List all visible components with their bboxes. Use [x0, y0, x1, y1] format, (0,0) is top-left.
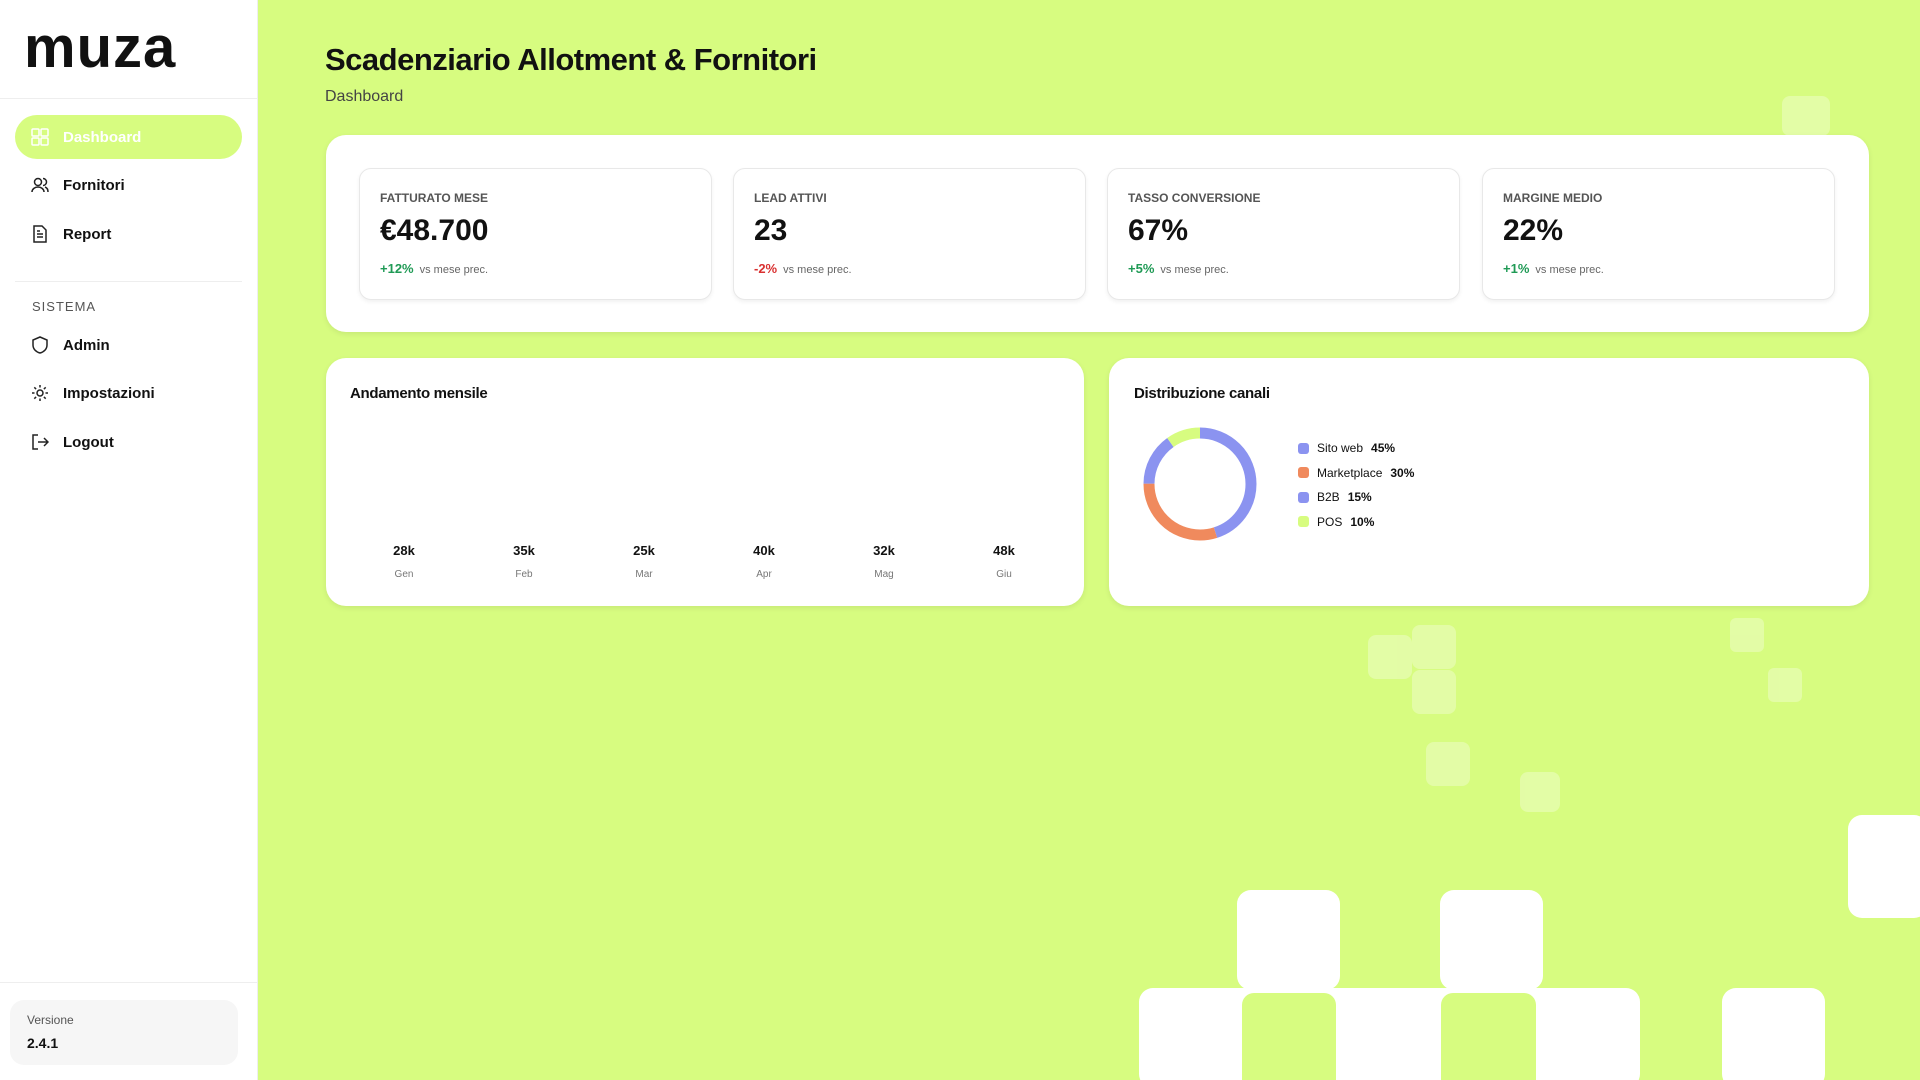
version-label: Versione — [27, 1013, 74, 1027]
kpi-label: FATTURATO MESE — [380, 191, 488, 205]
donut-segment — [1143, 427, 1257, 541]
kpi-value: €48.700 — [380, 214, 489, 247]
nav-label: Logout — [63, 433, 114, 451]
kpi-card: TASSO CONVERSIONE 67% +5% vs mese prec. — [1107, 168, 1460, 300]
version-number: 2.4.1 — [27, 1035, 59, 1051]
kpi-value: 67% — [1128, 214, 1189, 247]
icon — [31, 128, 49, 146]
month-value: 25k — [633, 543, 655, 558]
legend-swatch — [1298, 467, 1309, 478]
monthly-card: Andamento mensile — [326, 358, 1084, 606]
kpi-delta-row: -2% vs mese prec. — [754, 261, 852, 276]
month-value: 40k — [753, 543, 775, 558]
legend-item: Sito web 45% — [1298, 441, 1395, 455]
nav-item[interactable]: Fornitori — [15, 163, 242, 207]
legend-swatch — [1298, 442, 1309, 454]
kpi-delta: +1% — [1503, 261, 1530, 276]
card-title: Andamento mensile — [350, 385, 488, 402]
nav-label: Report — [63, 225, 112, 243]
brand-logo[interactable]: muza — [24, 15, 177, 80]
legend-swatch — [1298, 516, 1309, 527]
icon — [32, 385, 48, 401]
kpi-delta-row: +1% vs mese prec. — [1503, 261, 1604, 276]
kpi-label: MARGINE MEDIO — [1503, 191, 1603, 205]
kpi-card: LEAD ATTIVI 23 -2% vs mese prec. — [733, 168, 1086, 300]
legend-item: B2B 15% — [1298, 490, 1372, 504]
legend-label: Sito web — [1317, 441, 1364, 455]
legend-label: B2B — [1317, 490, 1340, 504]
icon — [33, 225, 47, 243]
kpi-label: LEAD ATTIVI — [754, 191, 827, 205]
month-label: Gen — [394, 569, 414, 580]
nav-item[interactable]: Report — [15, 212, 242, 256]
page-subtitle: Dashboard — [325, 88, 404, 105]
nav-label: Dashboard — [63, 128, 142, 146]
divider — [0, 98, 257, 99]
channels-card: Distribuzione canali — [1109, 358, 1869, 606]
legend-swatch — [1298, 491, 1309, 503]
kpi-note: vs mese prec. — [419, 264, 489, 276]
kpi-delta-row: +12% vs mese prec. — [380, 261, 488, 276]
icon — [31, 177, 49, 193]
kpi-delta: +12% — [380, 261, 414, 276]
legend-label: Marketplace — [1317, 465, 1383, 480]
kpi-value: 23 — [754, 214, 788, 247]
kpi-card: FATTURATO MESE €48.700 +12% vs mese prec. — [359, 168, 712, 300]
card-title: Distribuzione canali — [1134, 385, 1270, 402]
legend-item: Marketplace 30% — [1298, 466, 1414, 480]
month-label: Giu — [996, 569, 1012, 580]
legend-value: 30% — [1390, 465, 1415, 480]
month-label: Feb — [515, 569, 533, 580]
month-value: 28k — [393, 543, 415, 558]
donut-chart — [1143, 427, 1257, 541]
kpi-value: 22% — [1503, 214, 1564, 247]
nav-item[interactable]: Dashboard — [15, 115, 242, 159]
nav-item[interactable]: Admin — [15, 323, 242, 367]
kpi-card: MARGINE MEDIO 22% +1% vs mese prec. — [1482, 168, 1835, 300]
legend-value: 45% — [1371, 441, 1396, 455]
divider — [15, 281, 242, 282]
legend-item: POS 10% — [1298, 515, 1374, 529]
kpi-delta: +5% — [1128, 261, 1155, 276]
kpi-label: TASSO CONVERSIONE — [1128, 191, 1261, 205]
divider — [0, 982, 257, 983]
month-value: 35k — [513, 543, 535, 558]
kpi-delta: -2% — [754, 261, 778, 276]
sidebar: muza Dashboard Fornitori Report SISTEMA … — [0, 0, 258, 1080]
month-label: Mag — [874, 569, 894, 580]
legend-label: POS — [1317, 514, 1343, 529]
icon — [32, 434, 49, 450]
donut-segment — [1143, 427, 1257, 541]
nav-item[interactable]: Logout — [15, 420, 242, 464]
page-title: Scadenziario Allotment & Fornitori — [325, 42, 817, 77]
nav-label: Fornitori — [63, 176, 125, 194]
nav-label: Admin — [63, 336, 110, 354]
month-label: Mar — [635, 569, 653, 580]
kpi-delta-row: +5% vs mese prec. — [1128, 261, 1229, 276]
version-box: Versione 2.4.1 — [10, 1000, 238, 1065]
kpi-note: vs mese prec. — [783, 264, 852, 276]
nav-item[interactable]: Impostazioni — [15, 371, 242, 415]
nav-label: Impostazioni — [63, 384, 155, 402]
icon — [32, 336, 48, 354]
month-value: 48k — [993, 543, 1015, 558]
legend-value: 15% — [1347, 490, 1372, 504]
section-label: SISTEMA — [32, 299, 97, 314]
kpi-note: vs mese prec. — [1160, 264, 1229, 276]
month-value: 32k — [873, 543, 895, 558]
month-label: Apr — [756, 569, 772, 580]
legend-value: 10% — [1350, 514, 1375, 529]
kpi-note: vs mese prec. — [1535, 264, 1604, 276]
